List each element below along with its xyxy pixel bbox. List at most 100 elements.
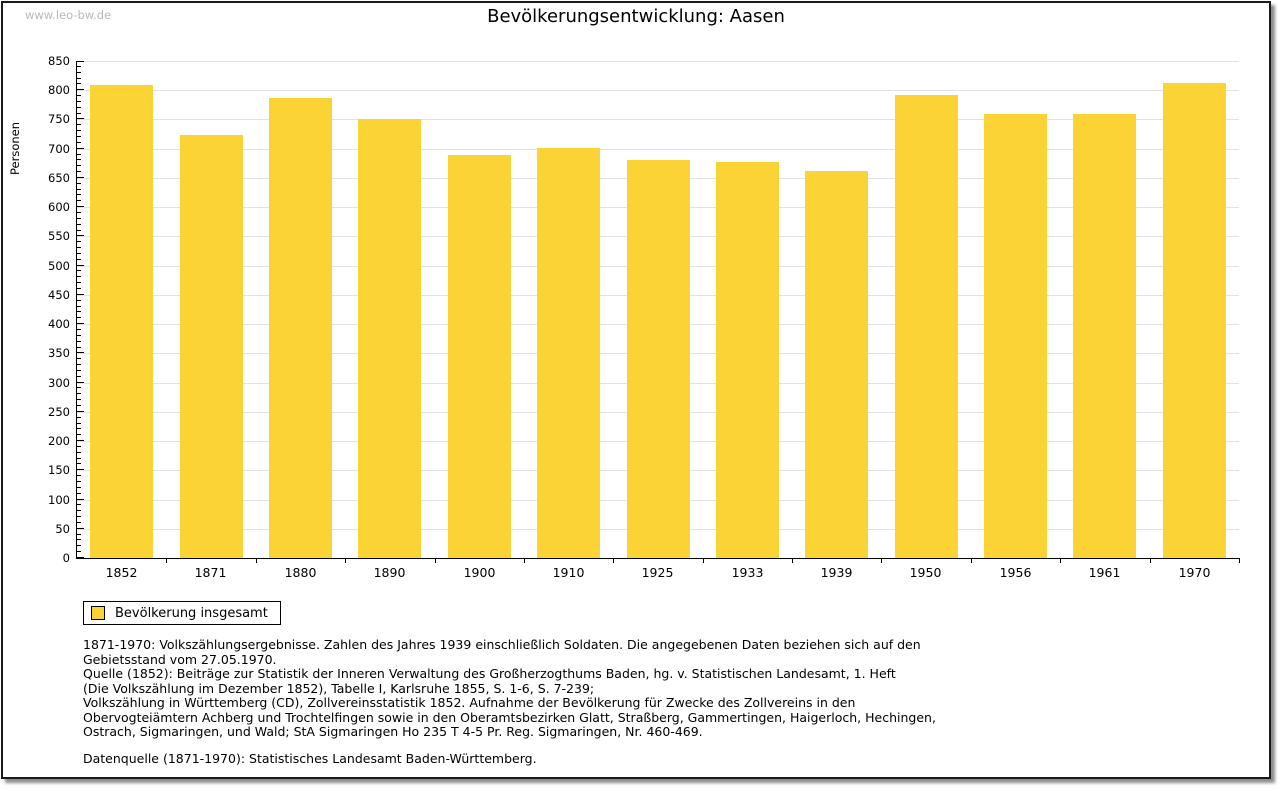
y-axis-minor-tick: [77, 223, 81, 225]
y-axis-major-tick: [77, 235, 84, 237]
bar-1925: [627, 160, 690, 558]
y-axis-minor-tick: [77, 334, 81, 336]
y-axis-major-tick: [77, 118, 84, 120]
y-axis-minor-tick: [77, 171, 81, 173]
x-axis-tick: [1060, 558, 1061, 563]
y-axis-minor-tick: [77, 241, 81, 243]
y-axis-tick-label: 400: [48, 317, 70, 332]
footnote-line: Gebietsstand vom 27.05.1970.: [83, 651, 277, 667]
y-axis-minor-tick: [77, 416, 81, 418]
y-axis-minor-tick: [77, 516, 81, 518]
y-axis-minor-tick: [77, 510, 81, 512]
y-axis-minor-tick: [77, 463, 81, 465]
y-axis-tick-label: 700: [48, 141, 70, 156]
y-axis-minor-tick: [77, 492, 81, 494]
y-axis-minor-tick: [77, 428, 81, 430]
footnote-line: Volkszählung in Württemberg (CD), Zollve…: [83, 695, 856, 710]
x-axis-label: 1871: [194, 565, 227, 580]
footnote-line: Obervogteiämtern Achberg und Trochtelfin…: [83, 709, 936, 725]
y-axis-minor-tick: [77, 188, 81, 190]
y-axis-minor-tick: [77, 551, 81, 553]
legend-swatch-icon: [91, 606, 105, 620]
x-axis-label: 1890: [373, 565, 406, 580]
footnote-block: 1871-1970: Volkszählungsergebnisse. Zahl…: [83, 637, 936, 766]
y-axis-major-tick: [77, 527, 84, 529]
x-axis-label: 1956: [999, 565, 1032, 580]
y-axis-minor-tick: [77, 399, 81, 401]
bar-1852: [90, 85, 153, 558]
y-axis-minor-tick: [77, 288, 81, 290]
x-axis-label: 1933: [731, 565, 764, 580]
x-axis-tick: [1239, 558, 1240, 563]
y-axis-minor-tick: [77, 153, 81, 155]
x-axis-tick: [345, 558, 346, 563]
x-axis-tick: [792, 558, 793, 563]
y-axis-minor-tick: [77, 434, 81, 436]
y-axis-minor-tick: [77, 346, 81, 348]
bar-1880: [269, 98, 332, 558]
y-axis-minor-tick: [77, 340, 81, 342]
bar-1956: [984, 114, 1047, 558]
y-axis-minor-tick: [77, 358, 81, 360]
y-axis-minor-tick: [77, 521, 81, 523]
footnote-line: 1871-1970: Volkszählungsergebnisse. Zahl…: [83, 637, 921, 652]
y-axis-major-tick: [77, 264, 84, 266]
y-axis-minor-tick: [77, 217, 81, 219]
y-axis-major-tick: [77, 206, 84, 208]
x-axis-tick: [256, 558, 257, 563]
gridline: [77, 148, 1239, 150]
y-axis-minor-tick: [77, 136, 81, 137]
y-axis-tick-label: 50: [55, 521, 70, 536]
y-axis-minor-tick: [77, 252, 81, 254]
y-axis-minor-tick: [77, 270, 81, 272]
y-axis-major-tick: [77, 89, 84, 91]
y-axis-tick-label: 350: [48, 346, 70, 361]
y-axis-minor-tick: [77, 282, 81, 284]
y-axis-minor-tick: [77, 159, 81, 161]
y-axis-minor-tick: [77, 305, 81, 307]
y-axis-minor-tick: [77, 545, 81, 547]
y-axis-major-tick: [77, 147, 84, 149]
y-axis-minor-tick: [77, 480, 81, 482]
y-axis-title: Personen: [8, 121, 22, 175]
gridline: [77, 90, 1239, 92]
y-axis-minor-tick: [77, 182, 81, 184]
y-axis-minor-tick: [77, 112, 81, 114]
y-axis-minor-tick: [77, 422, 81, 424]
bar-1871: [180, 135, 243, 558]
y-axis-tick-label: 150: [48, 463, 70, 478]
y-axis-minor-tick: [77, 445, 81, 447]
data-source-line: Datenquelle (1871-1970): Statistisches L…: [83, 750, 537, 766]
y-axis-major-tick: [77, 498, 84, 500]
gridline: [77, 119, 1239, 121]
x-axis-tick: [166, 558, 167, 563]
x-axis-label: 1939: [820, 565, 853, 580]
bar-1910: [537, 148, 600, 558]
y-axis-minor-tick: [77, 364, 81, 366]
x-axis-label: 1925: [641, 565, 674, 580]
y-axis-minor-tick: [77, 387, 81, 389]
legend-box: Bevölkerung insgesamt: [83, 601, 281, 625]
y-axis-major-tick: [77, 61, 84, 62]
y-axis-tick-label: 450: [48, 287, 70, 302]
y-axis-minor-tick: [77, 212, 81, 214]
y-axis-minor-tick: [77, 194, 81, 196]
bar-1961: [1073, 114, 1136, 558]
x-axis-tick: [971, 558, 972, 563]
y-axis-major-tick: [77, 557, 84, 558]
y-axis-tick-label: 500: [48, 258, 70, 273]
x-axis-label: 1970: [1178, 565, 1211, 580]
y-axis-minor-tick: [77, 141, 81, 143]
bar-1933: [716, 162, 779, 558]
y-axis-major-tick: [77, 469, 84, 471]
y-axis-minor-tick: [77, 165, 81, 167]
y-axis-tick-label: 0: [62, 551, 70, 565]
y-axis-minor-tick: [77, 65, 81, 67]
y-axis-tick-label: 200: [48, 434, 70, 449]
y-axis-tick-label: 550: [48, 229, 70, 244]
gridline: [77, 61, 1239, 62]
footnote-line: Ostrach, Sigmaringen, und Wald; StA Sigm…: [83, 724, 703, 739]
y-axis-minor-tick: [77, 77, 81, 79]
x-axis-tick: [703, 558, 704, 563]
watermark-leo-bw: www.leo-bw.de: [25, 8, 112, 22]
